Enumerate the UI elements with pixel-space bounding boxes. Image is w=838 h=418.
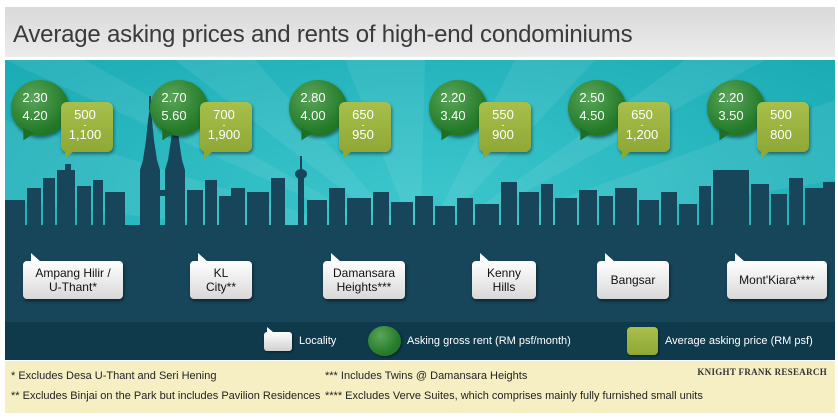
price-high: 950: [352, 127, 374, 142]
price-box: 650-950: [339, 102, 391, 159]
rent-bubble: 2.50 4.50: [568, 80, 626, 144]
rent-bubble: 2.30 4.20: [11, 80, 69, 144]
price-box-tail: [483, 151, 492, 159]
price-legend-icon: [627, 327, 658, 355]
price-box: 550-900: [479, 102, 531, 159]
legend-locality-label: Locality: [299, 335, 337, 347]
rent-high: 3.40: [440, 108, 466, 123]
price-separator: -: [222, 120, 226, 130]
locality-box-tail: [605, 253, 615, 262]
price-box-tail: [761, 151, 770, 159]
price-range: 500-1,100: [61, 108, 109, 142]
locality-label: Bangsar: [610, 273, 656, 287]
price-separator: -: [361, 120, 365, 130]
rent-high: 4.00: [300, 108, 326, 123]
footnote-1: * Excludes Desa U-Thant and Seri Hening: [11, 370, 217, 382]
price-separator: -: [83, 120, 87, 130]
price-range: 500-800: [757, 108, 805, 142]
price-low: 550: [492, 107, 514, 122]
locality-label: KL City**: [205, 266, 236, 294]
locality-box-tail: [198, 253, 208, 262]
rent-low: 2.20: [440, 90, 466, 105]
rent-range: 2.20 3.40: [429, 89, 477, 125]
price-box: 500-1,100: [61, 102, 113, 159]
price-box-tail: [65, 151, 74, 159]
rent-bubble: 2.70 5.60: [150, 80, 208, 144]
rent-high: 4.50: [579, 108, 605, 123]
locality-legend-icon: [264, 327, 292, 351]
price-low: 650: [352, 107, 374, 122]
skyline-illustration: [5, 60, 835, 360]
title-bar: Average asking prices and rents of high-…: [5, 7, 835, 57]
price-range: 650-1,200: [618, 108, 666, 142]
price-high: 1,900: [207, 127, 241, 142]
price-box-tail: [204, 151, 213, 159]
rent-high: 4.20: [22, 108, 48, 123]
price-high: 900: [492, 127, 514, 142]
rent-legend-icon: [368, 326, 401, 356]
rent-range: 2.50 4.50: [568, 89, 616, 125]
rent-high: 3.50: [718, 108, 744, 123]
footnote-3: *** Includes Twins @ Damansara Heights: [325, 370, 528, 382]
price-low: 500: [74, 107, 96, 122]
price-separator: -: [640, 120, 644, 130]
legend-strip: [5, 322, 835, 360]
price-low: 650: [631, 107, 653, 122]
rent-range: 2.70 5.60: [150, 89, 198, 125]
footnote-2: ** Excludes Binjai on the Park but inclu…: [11, 390, 321, 402]
price-range: 550-900: [479, 108, 527, 142]
footnote-4: **** Excludes Verve Suites, which compri…: [325, 390, 703, 402]
rent-bubble: 2.20 3.40: [429, 80, 487, 144]
source-credit: KNIGHT FRANK RESEARCH: [697, 367, 827, 377]
price-box-tail: [622, 151, 631, 159]
rent-range: 2.80 4.00: [289, 89, 337, 125]
price-high: 1,100: [68, 127, 102, 142]
price-range: 700-1,900: [200, 108, 248, 142]
rent-bubble: 2.80 4.00: [289, 80, 347, 144]
locality-label: Ampang Hilir / U-Thant*: [35, 266, 111, 294]
price-separator: -: [501, 120, 505, 130]
locality-box-tail: [735, 253, 745, 262]
locality-box: Bangsar: [597, 253, 669, 299]
locality-label: Mont'Kiara****: [739, 273, 815, 287]
rent-high: 5.60: [161, 108, 187, 123]
locality-box: Mont'Kiara****: [727, 253, 827, 299]
price-box: 700-1,900: [200, 102, 252, 159]
locality-box: Kenny Hills: [472, 253, 536, 299]
locality-label: Kenny Hills: [486, 266, 522, 294]
legend-price-label: Average asking price (RM psf): [665, 335, 813, 347]
price-box: 500-800: [757, 102, 809, 159]
rent-low: 2.50: [579, 90, 605, 105]
price-high: 1,200: [625, 127, 659, 142]
locality-box: Damansara Heights***: [323, 253, 405, 299]
rent-low: 2.30: [22, 90, 48, 105]
price-low: 500: [770, 107, 792, 122]
rent-low: 2.80: [300, 90, 326, 105]
locality-box-tail: [331, 253, 341, 262]
price-box: 650-1,200: [618, 102, 670, 159]
price-separator: -: [779, 120, 783, 130]
price-range: 650-950: [339, 108, 387, 142]
rent-range: 2.20 3.50: [707, 89, 755, 125]
rent-bubble: 2.20 3.50: [707, 80, 765, 144]
price-box-tail: [343, 151, 352, 159]
locality-box-tail: [31, 253, 41, 262]
locality-box-tail: [480, 253, 490, 262]
rent-range: 2.30 4.20: [11, 89, 59, 125]
chart-title: Average asking prices and rents of high-…: [13, 21, 633, 48]
footnotes: * Excludes Desa U-Thant and Seri Hening …: [5, 361, 835, 413]
legend: Locality Asking gross rent (RM psf/month…: [5, 323, 835, 360]
rent-low: 2.20: [718, 90, 744, 105]
legend-rent-label: Asking gross rent (RM psf/month): [407, 335, 571, 347]
locality-box: KL City**: [190, 253, 252, 299]
city-scene: 2.30 4.20 500-1,100 2.70 5.60 700-1,900 2.…: [5, 60, 835, 360]
locality-box: Ampang Hilir / U-Thant*: [23, 253, 123, 299]
locality-label: Damansara Heights***: [332, 266, 396, 294]
price-high: 800: [770, 127, 792, 142]
price-low: 700: [213, 107, 235, 122]
rent-low: 2.70: [161, 90, 187, 105]
